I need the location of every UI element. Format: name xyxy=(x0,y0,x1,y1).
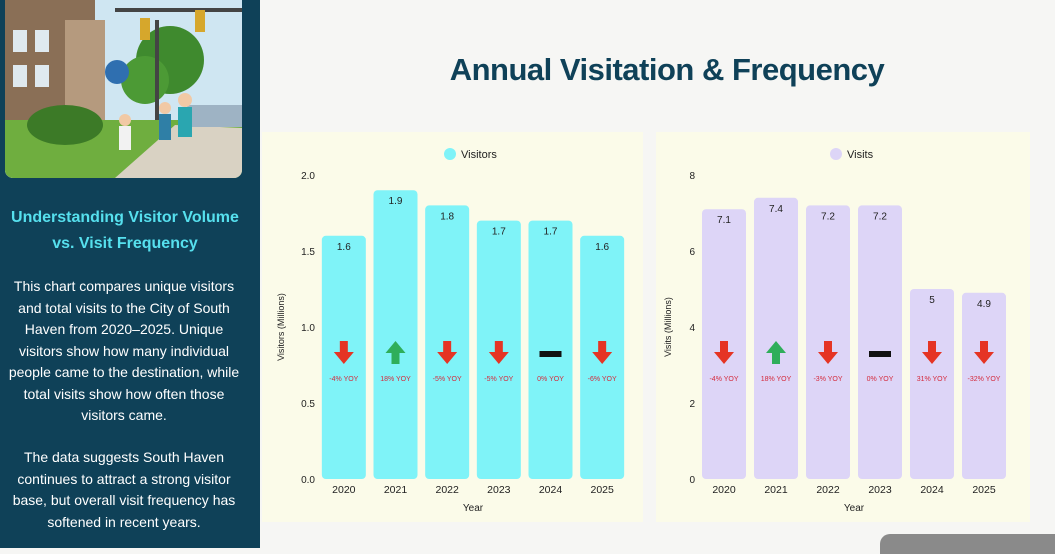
x-axis-label: Year xyxy=(844,503,865,514)
data-label: 1.6 xyxy=(337,242,351,253)
data-label: 7.2 xyxy=(821,211,835,222)
yoy-label: -5% YOY xyxy=(484,376,513,383)
x-tick-label: 2024 xyxy=(539,484,563,496)
y-tick-label: 0.5 xyxy=(301,399,315,410)
arrow-up-icon xyxy=(766,341,786,364)
sidebar-heading: Understanding Visitor Volume vs. Visit F… xyxy=(11,209,239,252)
data-label: 1.7 xyxy=(544,227,558,238)
flat-dash-icon xyxy=(539,351,562,357)
arrow-down-icon xyxy=(714,341,734,364)
arrow-down-icon xyxy=(437,341,458,364)
legend-label: Visits xyxy=(847,149,874,161)
legend-swatch xyxy=(444,148,456,160)
y-tick-label: 0 xyxy=(689,475,695,486)
yoy-label: -32% YOY xyxy=(968,376,1001,383)
data-label: 1.7 xyxy=(492,227,506,238)
x-tick-label: 2022 xyxy=(816,484,840,496)
legend-swatch xyxy=(830,148,842,160)
arrow-down-icon xyxy=(974,341,994,364)
bar xyxy=(528,220,573,479)
page-title: Annual Visitation & Frequency xyxy=(449,52,885,87)
x-tick-label: 2025 xyxy=(972,484,996,496)
x-tick-label: 2023 xyxy=(868,484,892,496)
x-tick-label: 2020 xyxy=(332,484,356,496)
y-tick-label: 6 xyxy=(689,247,695,258)
arrow-down-icon xyxy=(333,341,354,364)
x-tick-label: 2022 xyxy=(435,484,459,496)
bar xyxy=(373,190,418,479)
sidebar-paragraph-2: The data suggests South Haven continues … xyxy=(12,449,236,530)
data-label: 7.1 xyxy=(717,215,731,226)
data-label: 1.9 xyxy=(389,196,403,207)
bar xyxy=(858,205,902,479)
street-photo xyxy=(5,0,242,178)
data-label: 1.8 xyxy=(440,211,454,222)
arrow-down-icon xyxy=(922,341,942,364)
yoy-label: -4% YOY xyxy=(329,376,358,383)
sidebar: Understanding Visitor Volume vs. Visit F… xyxy=(0,0,260,548)
visits-chart-panel: Visits 0 2 4 6 8 Visits (Millions) 7.1 2020 -4% Y… xyxy=(656,132,1030,522)
y-axis-label: Visits (Millions) xyxy=(663,297,673,357)
x-tick-label: 2021 xyxy=(384,484,408,496)
data-label: 4.9 xyxy=(977,299,991,310)
visits-chart: Visits 0 2 4 6 8 Visits (Millions) 7.1 2020 -4% Y… xyxy=(663,148,1006,514)
yoy-label: 18% YOY xyxy=(761,376,792,383)
y-tick-label: 0.0 xyxy=(301,475,315,486)
arrow-down-icon xyxy=(488,341,509,364)
sidebar-paragraph-1: This chart compares unique visitors and … xyxy=(8,278,240,423)
x-tick-label: 2025 xyxy=(590,484,614,496)
data-label: 7.4 xyxy=(769,204,783,215)
arrow-up-icon xyxy=(385,341,406,364)
y-tick-label: 2.0 xyxy=(301,171,315,182)
y-tick-label: 8 xyxy=(689,171,695,182)
bar xyxy=(910,289,954,479)
yoy-label: -3% YOY xyxy=(813,376,842,383)
bar xyxy=(962,292,1006,479)
yoy-label: -5% YOY xyxy=(433,376,462,383)
data-label: 5 xyxy=(929,295,935,306)
bar xyxy=(754,197,798,480)
x-tick-label: 2023 xyxy=(487,484,511,496)
yoy-label: 0% YOY xyxy=(867,376,894,383)
x-axis-label: Year xyxy=(463,503,484,514)
data-label: 7.2 xyxy=(873,211,887,222)
yoy-label: 0% YOY xyxy=(537,376,564,383)
yoy-label: -6% YOY xyxy=(588,376,617,383)
overlay-chip xyxy=(880,534,1055,554)
x-tick-label: 2024 xyxy=(920,484,944,496)
flat-dash-icon xyxy=(869,351,891,357)
visitors-chart: Visitors 0.0 0.5 1.0 1.5 2.0 Visitors (Million… xyxy=(276,148,625,514)
visitors-chart-panel: Visitors 0.0 0.5 1.0 1.5 2.0 Visitors (Million… xyxy=(262,132,643,522)
data-label: 1.6 xyxy=(595,242,609,253)
arrow-down-icon xyxy=(592,341,613,364)
x-tick-label: 2020 xyxy=(712,484,736,496)
yoy-label: 18% YOY xyxy=(380,376,411,383)
yoy-label: 31% YOY xyxy=(917,376,948,383)
y-tick-label: 4 xyxy=(689,323,695,334)
y-tick-label: 1.5 xyxy=(301,247,315,258)
x-tick-label: 2021 xyxy=(764,484,788,496)
y-axis-label: Visitors (Millions) xyxy=(276,293,286,361)
legend-label: Visitors xyxy=(461,149,497,161)
y-tick-label: 1.0 xyxy=(301,323,315,334)
yoy-label: -4% YOY xyxy=(709,376,738,383)
arrow-down-icon xyxy=(818,341,838,364)
y-tick-label: 2 xyxy=(689,399,695,410)
